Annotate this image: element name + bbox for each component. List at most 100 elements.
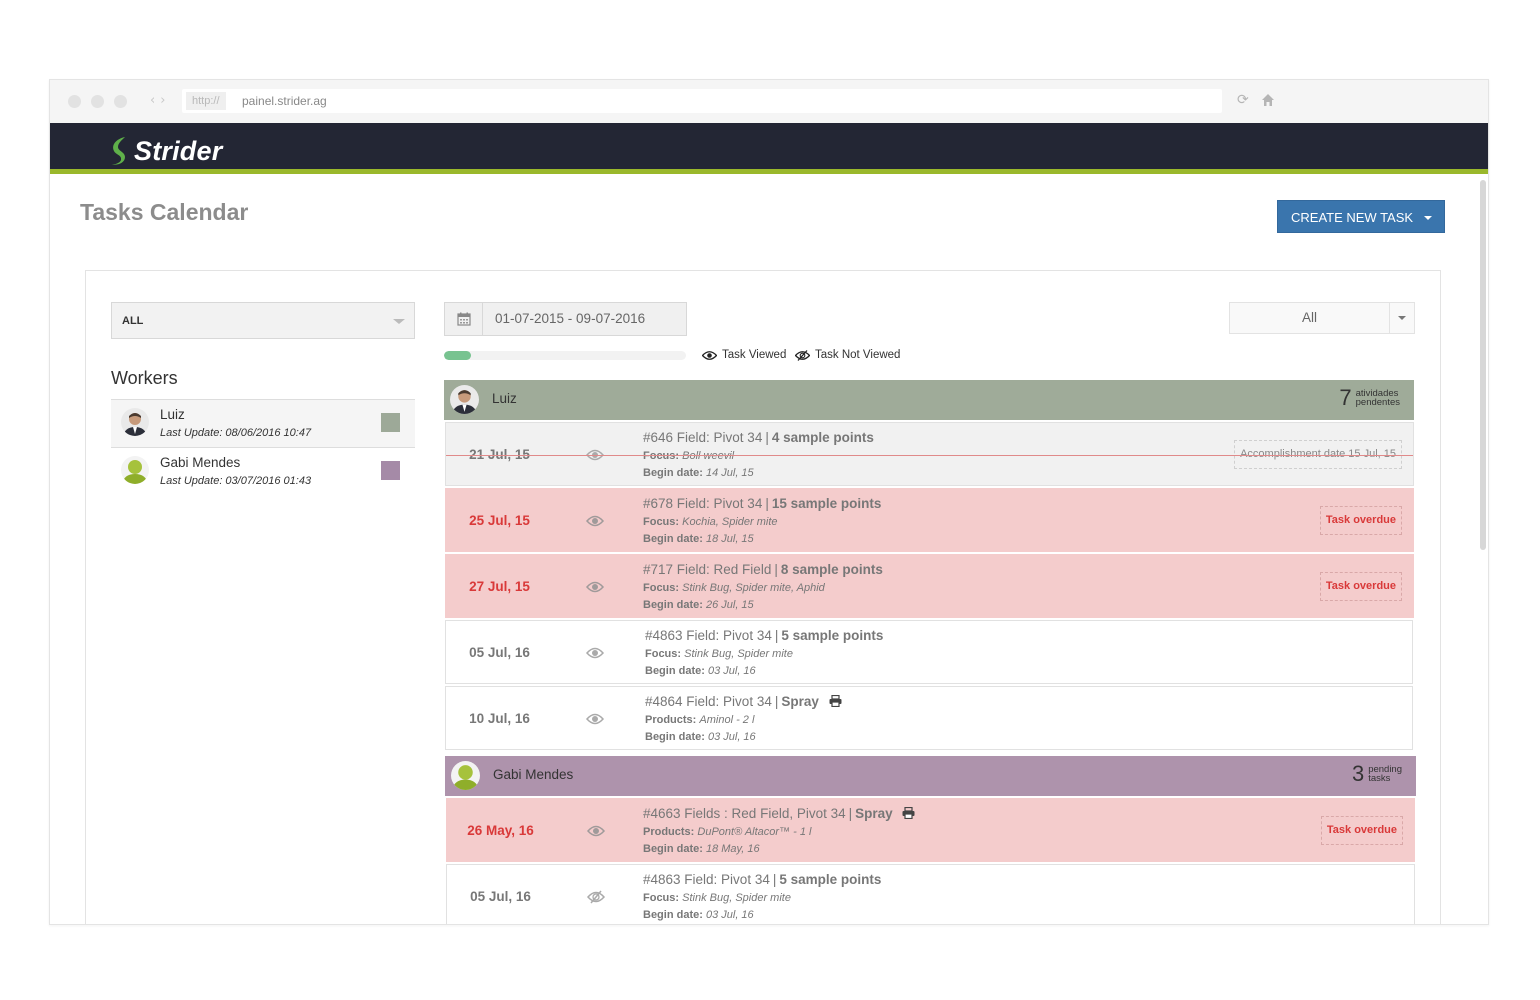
task-focus: Focus: Stink Bug, Spider mite bbox=[643, 892, 791, 904]
task-row[interactable]: 26 May, 16 #4663 Fields : Red Field, Piv… bbox=[446, 798, 1415, 862]
worker-color-swatch bbox=[381, 413, 400, 432]
task-begin-value: 18 Jul, 15 bbox=[705, 533, 754, 545]
task-date: 21 Jul, 15 bbox=[469, 447, 530, 462]
task-focus: Focus: Boll weevil bbox=[643, 450, 734, 462]
task-focus-label: Focus: bbox=[645, 648, 682, 660]
eye-icon bbox=[586, 581, 604, 593]
accomplishment-badge: Accomplishment date 15 Jul, 15 bbox=[1234, 440, 1402, 469]
task-row[interactable]: 05 Jul, 16 #4863 Field: Pivot 34 | 5 sampl… bbox=[445, 620, 1413, 684]
worker-group-header-luiz[interactable]: Luiz 7 atividades pendentes bbox=[444, 380, 1414, 420]
chevron-down-icon bbox=[1424, 216, 1432, 220]
task-row[interactable]: 25 Jul, 15 #678 Field: Pivot 34 | 15 sampl… bbox=[445, 488, 1414, 552]
task-title-text: #4863 Field: Pivot 34 bbox=[643, 872, 770, 887]
legend-viewed-label: Task Viewed bbox=[722, 349, 787, 361]
legend-task-not-viewed: Task Not Viewed bbox=[795, 349, 900, 361]
task-begin-date: Begin date: 03 Jul, 16 bbox=[645, 665, 756, 677]
task-focus-label: Focus: bbox=[643, 516, 680, 528]
worker-item-luiz[interactable]: Luiz Last Update: 08/06/2016 10:47 bbox=[111, 399, 415, 447]
task-begin-value: 03 Jul, 16 bbox=[707, 731, 756, 743]
worker-group-header-gabi-mendes[interactable]: Gabi Mendes 3 pending tasks bbox=[445, 756, 1416, 796]
task-begin-date: Begin date: 18 May, 16 bbox=[643, 843, 760, 855]
task-detail: 5 sample points bbox=[779, 872, 882, 887]
date-range-picker[interactable]: 01-07-2015 - 09-07-2016 bbox=[444, 302, 687, 336]
task-row[interactable]: 05 Jul, 16 #4863 Field: Pivot 34 | 5 sampl… bbox=[446, 864, 1415, 924]
worker-item-gabi-mendes[interactable]: Gabi Mendes Last Update: 03/07/2016 01:4… bbox=[111, 447, 415, 495]
task-begin-date: Begin date: 03 Jul, 16 bbox=[643, 909, 754, 921]
back-forward-icon[interactable]: ‹› bbox=[150, 93, 171, 108]
status-filter-toggle[interactable] bbox=[1389, 303, 1414, 333]
task-products: Products: Aminol - 2 l bbox=[645, 714, 754, 726]
url-protocol: http:// bbox=[186, 92, 226, 110]
pending-count-label: atividades pendentes bbox=[1355, 388, 1400, 408]
task-date: 26 May, 16 bbox=[467, 823, 534, 838]
task-begin-label: Begin date: bbox=[643, 467, 703, 479]
create-new-task-button[interactable]: CREATE NEW TASK bbox=[1277, 200, 1445, 233]
task-detail: 4 sample points bbox=[771, 430, 874, 445]
worker-name: Luiz bbox=[160, 407, 185, 422]
strider-logo[interactable]: Strider bbox=[108, 135, 222, 167]
calendar-icon bbox=[445, 303, 483, 335]
status-filter-value: All bbox=[1301, 310, 1317, 325]
task-focus: Focus: Stink Bug, Spider mite bbox=[645, 648, 793, 660]
task-focus: Focus: Kochia, Spider mite bbox=[643, 516, 778, 528]
eye-icon bbox=[587, 825, 605, 837]
leaf-logo-icon bbox=[111, 137, 125, 165]
task-title: #4663 Fields : Red Field, Pivot 34 | Spray bbox=[643, 806, 915, 821]
browser-toolbar: ‹› http:// painel.strider.ag ⟳ bbox=[50, 80, 1488, 123]
tasks-progress-bar bbox=[444, 351, 686, 360]
pending-label-line1: atividades bbox=[1355, 388, 1399, 399]
task-title-text: #678 Field: Pivot 34 bbox=[643, 496, 763, 511]
completed-strikethrough bbox=[446, 455, 1413, 456]
farm-filter-value: ALL bbox=[122, 315, 144, 327]
task-title-text: #4863 Field: Pivot 34 bbox=[645, 628, 772, 643]
task-title-text: #717 Field: Red Field bbox=[643, 562, 772, 577]
task-row[interactable]: 21 Jul, 15 #646 Field: Pivot 34 | 4 sample… bbox=[445, 422, 1414, 486]
home-icon[interactable] bbox=[1261, 93, 1275, 107]
group-worker-name: Luiz bbox=[492, 391, 517, 406]
pending-count-label: pending tasks bbox=[1368, 765, 1402, 784]
page-scrollbar[interactable] bbox=[1480, 180, 1486, 550]
task-products-label: Products: bbox=[645, 714, 697, 726]
reload-icon[interactable]: ⟳ bbox=[1237, 92, 1249, 108]
worker-color-swatch bbox=[381, 461, 400, 480]
eye-slash-icon bbox=[587, 890, 605, 904]
print-icon[interactable] bbox=[829, 695, 842, 707]
task-date: 10 Jul, 16 bbox=[469, 711, 530, 726]
eye-icon bbox=[586, 713, 604, 725]
worker-last-update: Last Update: 03/07/2016 01:43 bbox=[160, 475, 312, 487]
calendar-panel bbox=[85, 270, 1441, 924]
task-products-label: Products: bbox=[643, 826, 695, 838]
brand-name: Strider bbox=[134, 135, 223, 166]
task-date: 05 Jul, 16 bbox=[469, 645, 530, 660]
task-begin-date: Begin date: 14 Jul, 15 bbox=[643, 467, 754, 479]
task-begin-label: Begin date: bbox=[643, 599, 703, 611]
task-begin-label: Begin date: bbox=[643, 909, 703, 921]
address-bar[interactable]: http:// painel.strider.ag bbox=[182, 89, 1222, 113]
window-maximize-dot[interactable] bbox=[114, 95, 127, 108]
legend-not-viewed-label: Task Not Viewed bbox=[815, 349, 901, 361]
task-title-text: #646 Field: Pivot 34 bbox=[643, 430, 763, 445]
farm-filter-select[interactable]: ALL bbox=[111, 302, 415, 339]
create-new-task-label: CREATE NEW TASK bbox=[1291, 210, 1414, 225]
worker-name: Gabi Mendes bbox=[160, 455, 241, 470]
task-focus-label: Focus: bbox=[643, 450, 680, 462]
task-date: 27 Jul, 15 bbox=[469, 579, 530, 594]
task-title: #4863 Field: Pivot 34 | 5 sample points bbox=[643, 872, 882, 887]
task-focus-value: Stink Bug, Spider mite, Aphid bbox=[682, 582, 825, 594]
status-filter-select[interactable]: All bbox=[1229, 302, 1415, 334]
task-title: #646 Field: Pivot 34 | 4 sample points bbox=[643, 430, 874, 445]
print-icon[interactable] bbox=[902, 807, 915, 819]
task-focus-value: Kochia, Spider mite bbox=[682, 516, 778, 528]
window-close-dot[interactable] bbox=[68, 95, 81, 108]
chevron-down-icon bbox=[1398, 316, 1406, 320]
task-row[interactable]: 10 Jul, 16 #4864 Field: Pivot 34 | Spray P… bbox=[445, 686, 1413, 750]
task-detail: Spray bbox=[855, 806, 893, 821]
browser-window: ‹› http:// painel.strider.ag ⟳ Strider T… bbox=[49, 79, 1489, 925]
task-begin-value: 03 Jul, 16 bbox=[707, 665, 756, 677]
task-begin-date: Begin date: 03 Jul, 16 bbox=[645, 731, 756, 743]
pending-count: 3 pending tasks bbox=[1352, 761, 1402, 787]
task-date: 25 Jul, 15 bbox=[469, 513, 530, 528]
task-begin-value: 18 May, 16 bbox=[705, 843, 760, 855]
window-minimize-dot[interactable] bbox=[91, 95, 104, 108]
task-row[interactable]: 27 Jul, 15 #717 Field: Red Field | 8 sampl… bbox=[445, 554, 1414, 618]
